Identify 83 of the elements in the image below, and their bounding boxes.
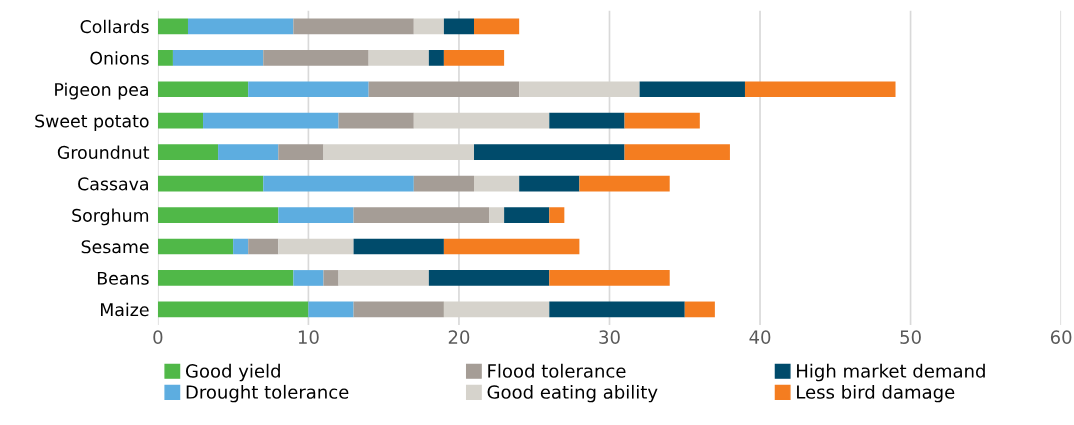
y-tick-label: Cassava bbox=[78, 177, 148, 191]
bar bbox=[308, 301, 354, 318]
y-tick-label: Sorghum bbox=[72, 208, 149, 226]
bar bbox=[443, 18, 475, 35]
legend-label: Good eating ability bbox=[487, 384, 658, 403]
y-tick-label: Groundnut bbox=[57, 145, 150, 159]
y-tick-label: Sweet potato bbox=[35, 114, 149, 131]
legend-label: High market demand bbox=[797, 363, 985, 382]
bar bbox=[293, 270, 324, 286]
bar bbox=[443, 238, 580, 255]
bar bbox=[233, 238, 249, 255]
bar bbox=[157, 270, 294, 286]
bar bbox=[474, 18, 520, 35]
bar bbox=[218, 144, 279, 161]
bar bbox=[157, 301, 309, 318]
bar bbox=[263, 49, 369, 66]
bar bbox=[428, 270, 550, 286]
bar bbox=[443, 301, 550, 318]
bar bbox=[549, 207, 565, 223]
bar bbox=[549, 301, 685, 318]
x-tick-label: 20 bbox=[448, 330, 470, 344]
bar bbox=[157, 207, 279, 223]
y-tick-label: Sesame bbox=[81, 240, 149, 254]
legend-label: Good yield bbox=[185, 363, 280, 382]
bar bbox=[157, 81, 249, 98]
x-tick-label: 50 bbox=[900, 330, 921, 344]
bar bbox=[157, 238, 234, 255]
bar bbox=[248, 81, 369, 98]
bar bbox=[278, 238, 354, 255]
bar bbox=[519, 175, 580, 192]
x-tick-label: 0 bbox=[153, 330, 163, 344]
y-tick-label: Collards bbox=[80, 19, 149, 34]
bar bbox=[278, 144, 324, 161]
bar bbox=[474, 175, 520, 192]
bar bbox=[157, 175, 264, 192]
bar bbox=[504, 207, 550, 223]
x-tick-label: 60 bbox=[1050, 330, 1072, 344]
bar bbox=[353, 301, 444, 318]
bar bbox=[413, 18, 444, 35]
x-tick-label: 30 bbox=[599, 330, 620, 344]
y-tick-label: Onions bbox=[90, 51, 149, 65]
bar bbox=[368, 81, 520, 98]
bar bbox=[353, 207, 490, 223]
bar bbox=[172, 49, 264, 66]
bar bbox=[624, 144, 730, 161]
bar bbox=[443, 49, 505, 66]
bar bbox=[519, 81, 640, 98]
bar bbox=[338, 112, 414, 129]
legend-label: Drought tolerance bbox=[186, 384, 349, 403]
bar bbox=[157, 18, 188, 35]
bar bbox=[413, 112, 550, 129]
bar bbox=[428, 49, 444, 66]
bar bbox=[187, 18, 294, 35]
bar bbox=[323, 144, 475, 161]
bar bbox=[278, 207, 354, 223]
bar bbox=[263, 175, 414, 192]
legend-label: Flood tolerance bbox=[488, 363, 626, 378]
y-tick-label: Pigeon pea bbox=[55, 82, 148, 100]
bar bbox=[323, 270, 339, 286]
bar bbox=[353, 238, 444, 255]
bar bbox=[293, 18, 414, 35]
bar bbox=[157, 49, 173, 66]
bar bbox=[338, 270, 429, 286]
bar bbox=[474, 144, 625, 161]
x-tick-label: 40 bbox=[749, 330, 771, 344]
bar bbox=[413, 175, 475, 192]
bar bbox=[248, 238, 279, 255]
bar bbox=[368, 49, 429, 66]
bar bbox=[684, 301, 715, 318]
bar bbox=[157, 112, 204, 129]
bar bbox=[639, 81, 745, 98]
legend-label: Less bird damage bbox=[797, 384, 955, 403]
bar bbox=[579, 175, 670, 192]
bar bbox=[549, 270, 670, 286]
y-tick-label: Maize bbox=[101, 302, 149, 317]
bar bbox=[157, 144, 219, 161]
bar bbox=[489, 207, 505, 223]
bar bbox=[203, 112, 339, 129]
bar bbox=[744, 81, 896, 98]
y-tick-label: Beans bbox=[97, 271, 149, 285]
x-tick-label: 10 bbox=[298, 330, 319, 344]
bar bbox=[624, 112, 700, 129]
bar bbox=[549, 112, 625, 129]
